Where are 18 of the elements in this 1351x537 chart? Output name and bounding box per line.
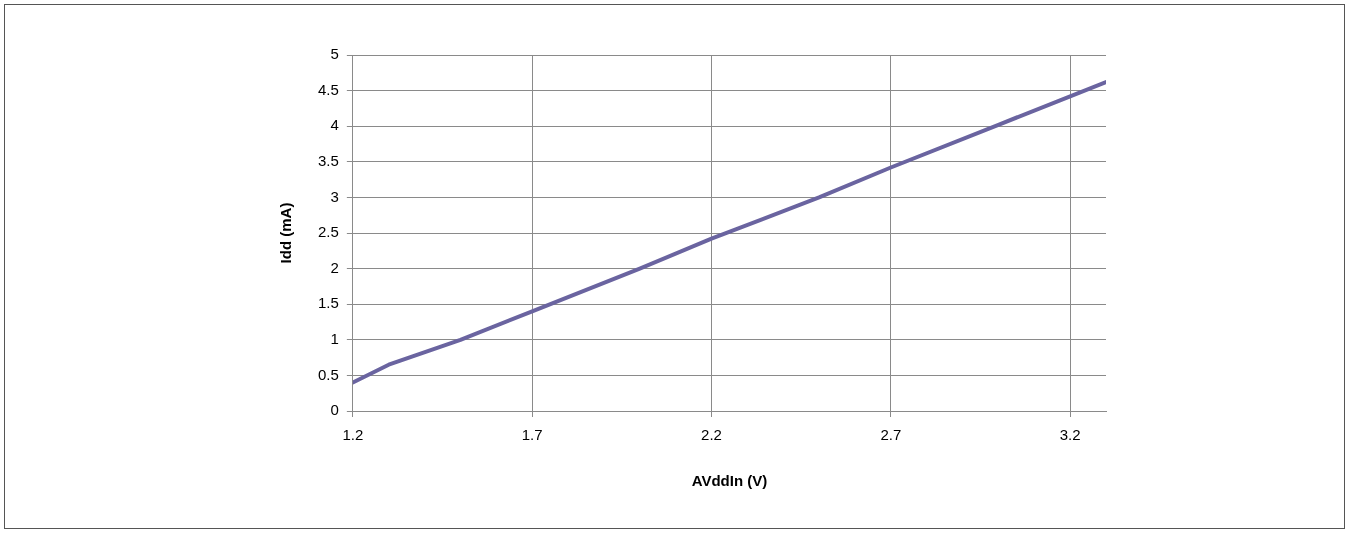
y-tick-label: 5 xyxy=(330,45,339,63)
y-tick-label: 3 xyxy=(330,187,339,205)
y-tick-label: 2.5 xyxy=(317,223,339,241)
y-tick-label: 4.5 xyxy=(317,80,339,98)
y-tick-label: 0.5 xyxy=(317,365,339,383)
x-tick-label: 3.2 xyxy=(1059,426,1081,444)
y-axis-title: Idd (mA) xyxy=(277,202,295,264)
y-tick-label: 3.5 xyxy=(317,151,339,169)
x-tick-label: 1.2 xyxy=(342,426,364,444)
x-tick-label: 2.2 xyxy=(701,426,722,444)
y-tick-label: 0 xyxy=(330,401,339,419)
y-tick-label: 2 xyxy=(330,258,339,276)
x-axis-title: AVddIn (V) xyxy=(691,472,768,490)
y-tick-label: 1 xyxy=(330,329,339,347)
x-tick-label: 1.7 xyxy=(521,426,543,444)
x-tick-label: 2.7 xyxy=(880,426,902,444)
y-tick-label: 4 xyxy=(330,116,339,134)
y-tick-label: 1.5 xyxy=(317,294,339,312)
